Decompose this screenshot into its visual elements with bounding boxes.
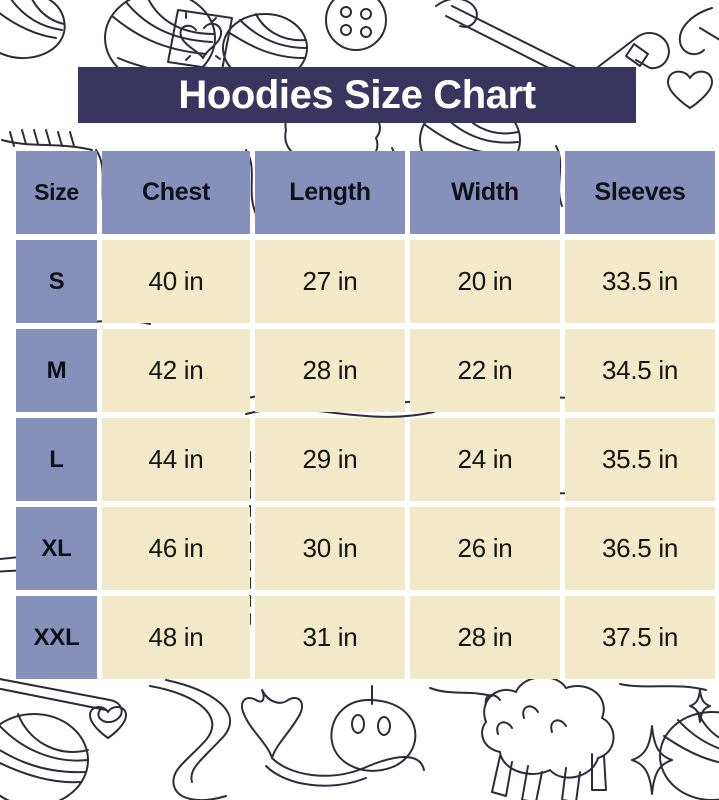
cell-sleeves: 36.5 in: [565, 507, 715, 590]
table-row: XL 46 in 30 in 26 in 36.5 in: [16, 507, 715, 590]
yarn-ball-icon: [0, 713, 89, 800]
page-title: Hoodies Size Chart: [178, 73, 536, 117]
cell-chest: 48 in: [102, 596, 250, 679]
table-header: Size Chest Length Width Sleeves: [16, 151, 715, 234]
cell-size: XL: [16, 507, 97, 590]
yarn-strand-icon: [429, 683, 707, 697]
chart-title-banner: Hoodies Size Chart: [78, 67, 636, 123]
yarn-ball-icon: [0, 0, 66, 60]
table-row: S 40 in 27 in 20 in 33.5 in: [16, 240, 715, 323]
heart-icon: [89, 706, 127, 739]
cell-sleeves: 34.5 in: [565, 329, 715, 412]
cell-width: 22 in: [410, 329, 560, 412]
cell-sleeves: 33.5 in: [565, 240, 715, 323]
yarn-ball-icon: [659, 711, 719, 800]
cell-width: 24 in: [410, 418, 560, 501]
cell-length: 30 in: [255, 507, 405, 590]
cell-chest: 46 in: [102, 507, 250, 590]
column-header-sleeves: Sleeves: [565, 151, 715, 234]
table-row: XXL 48 in 31 in 28 in 37.5 in: [16, 596, 715, 679]
column-header-width: Width: [410, 151, 560, 234]
cell-length: 31 in: [255, 596, 405, 679]
cell-length: 27 in: [255, 240, 405, 323]
table-body: S 40 in 27 in 20 in 33.5 in M 42 in 28 i…: [16, 240, 715, 679]
size-chart-table: Size Chest Length Width Sleeves S 40 in …: [11, 145, 719, 685]
crochet-hook-icon: [678, 7, 719, 56]
cell-width: 28 in: [410, 596, 560, 679]
cell-size: L: [16, 418, 97, 501]
sparkle-icon: [689, 689, 711, 723]
column-header-size: Size: [16, 151, 97, 234]
cell-size: S: [16, 240, 97, 323]
table-row: L 44 in 29 in 24 in 35.5 in: [16, 418, 715, 501]
column-header-length: Length: [255, 151, 405, 234]
yarn-strand-icon: [149, 679, 425, 800]
column-header-chest: Chest: [102, 151, 250, 234]
cell-chest: 40 in: [102, 240, 250, 323]
cell-width: 20 in: [410, 240, 560, 323]
button-icon: [325, 0, 387, 51]
cell-chest: 42 in: [102, 329, 250, 412]
heart-icon: [667, 70, 713, 109]
table-row: M 42 in 28 in 22 in 34.5 in: [16, 329, 715, 412]
thread-spool-icon: [330, 685, 417, 772]
cell-chest: 44 in: [102, 418, 250, 501]
cell-size: M: [16, 329, 97, 412]
sparkle-icon: [631, 725, 673, 795]
sheep-icon: [481, 676, 615, 800]
cell-sleeves: 35.5 in: [565, 418, 715, 501]
cell-length: 28 in: [255, 329, 405, 412]
cell-length: 29 in: [255, 418, 405, 501]
cell-width: 26 in: [410, 507, 560, 590]
table-header-row: Size Chest Length Width Sleeves: [16, 151, 715, 234]
cell-size: XXL: [16, 596, 97, 679]
cell-sleeves: 37.5 in: [565, 596, 715, 679]
